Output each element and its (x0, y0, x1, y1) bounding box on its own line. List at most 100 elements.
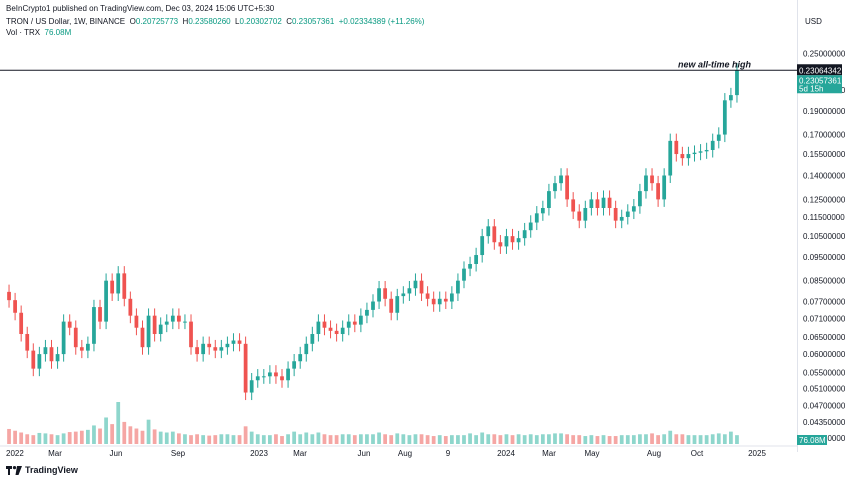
open-value: 0.20725773 (135, 17, 179, 26)
candle-body (334, 330, 339, 335)
price-axis[interactable] (797, 0, 850, 452)
volume-bar (480, 432, 485, 444)
volume-bar (437, 435, 442, 444)
volume-bar (371, 434, 375, 444)
volume-bar (292, 431, 297, 444)
price-tick-label: 0.04350000 (803, 418, 846, 427)
candle-body (189, 321, 193, 348)
volume-bar (613, 436, 618, 444)
tradingview-name: TradingView (25, 465, 78, 475)
candle-body (207, 343, 212, 348)
candle-body (601, 197, 606, 208)
candle-body (729, 95, 733, 101)
candle-body (237, 340, 242, 344)
volume-bar (340, 434, 345, 444)
candle-body (528, 222, 533, 231)
candle-body (716, 134, 721, 141)
volume-bar (249, 431, 254, 444)
time-tick-label: 2022 (6, 449, 24, 458)
price-tick-label: 0.08500000 (803, 277, 846, 286)
volume-bar (377, 432, 381, 444)
volume-bar (67, 432, 72, 444)
volume-bar (152, 429, 157, 444)
volume-bar (189, 435, 193, 444)
candle-body (183, 321, 187, 323)
candle-body (13, 300, 17, 313)
time-tick-label: Oct (691, 449, 704, 458)
volume-bar (680, 434, 685, 444)
candle-body (425, 293, 430, 299)
candle-body (43, 347, 48, 355)
volume-bar (468, 433, 472, 444)
candle-body (86, 343, 90, 351)
candle-body (656, 183, 660, 200)
candle-body (613, 207, 618, 221)
candle-body (383, 288, 388, 299)
volume-bar (365, 434, 369, 444)
candle-body (122, 273, 127, 299)
volume-bar (280, 436, 284, 444)
symbol-title[interactable]: TRON / US Dollar, 1W, BINANCE (6, 17, 126, 26)
candle-body (146, 315, 151, 348)
volume-bar (274, 434, 278, 444)
candle-body (492, 226, 497, 243)
candle-body (589, 199, 594, 208)
candle-body (480, 236, 485, 256)
time-tick-label: 2023 (250, 449, 268, 458)
volume-bar (656, 435, 660, 444)
volume-bar (225, 434, 230, 444)
candle-body (110, 280, 115, 294)
volume-bar (310, 434, 315, 444)
candle-body (358, 315, 363, 325)
volume-bar (462, 435, 466, 444)
volume-bar (534, 435, 539, 444)
candle-body (25, 334, 30, 351)
candle-body (249, 380, 254, 393)
countdown-label: 5d 15h (799, 84, 823, 93)
candle-body (67, 321, 72, 328)
time-tick-label: Aug (398, 449, 412, 458)
last-price-label: 0.23057361 (799, 76, 842, 85)
price-tick-label: 0.04700000 (803, 402, 846, 411)
volume-bar (49, 434, 54, 444)
currency-label[interactable]: USD (805, 17, 822, 26)
volume-bar (140, 430, 145, 444)
price-tick-label: 0.15500000 (803, 150, 846, 159)
volume-bar (668, 430, 673, 444)
time-tick-label: 2024 (497, 449, 515, 458)
volume-bar (407, 435, 412, 444)
candle-body (304, 343, 309, 355)
candle-body (631, 206, 636, 212)
volume-bar (638, 434, 642, 444)
volume-bar (267, 435, 272, 444)
volume-bar (510, 435, 515, 444)
candle-body (201, 343, 206, 355)
volume-bar (474, 435, 479, 444)
candle-body (668, 140, 673, 176)
volume-bar (577, 435, 582, 444)
candle-body (516, 238, 521, 243)
close-value: 0.23057361 (292, 17, 335, 26)
candle-body (625, 211, 630, 217)
volume-bar (553, 433, 557, 444)
volume-bar (146, 419, 151, 444)
candle-body (73, 327, 78, 348)
candle-body (219, 347, 224, 351)
candle-body (722, 100, 727, 135)
volume-bar (522, 435, 527, 444)
price-tick-label: 0.05500000 (803, 368, 846, 377)
candle-body (371, 301, 375, 310)
volume-bar (31, 435, 36, 444)
candle-body (98, 307, 102, 322)
low-label: L (235, 17, 240, 26)
tradingview-logo[interactable]: TradingView (6, 465, 78, 475)
volume-bar (601, 435, 606, 444)
volume-bar (79, 430, 84, 444)
price-tick-label: 0.05100000 (803, 384, 846, 393)
volume-bar (73, 431, 78, 444)
candle-body (644, 175, 648, 192)
volume-label[interactable]: Vol · TRX (6, 28, 41, 37)
volume-value: 76.08M (44, 28, 72, 37)
volume-bar (116, 402, 121, 444)
